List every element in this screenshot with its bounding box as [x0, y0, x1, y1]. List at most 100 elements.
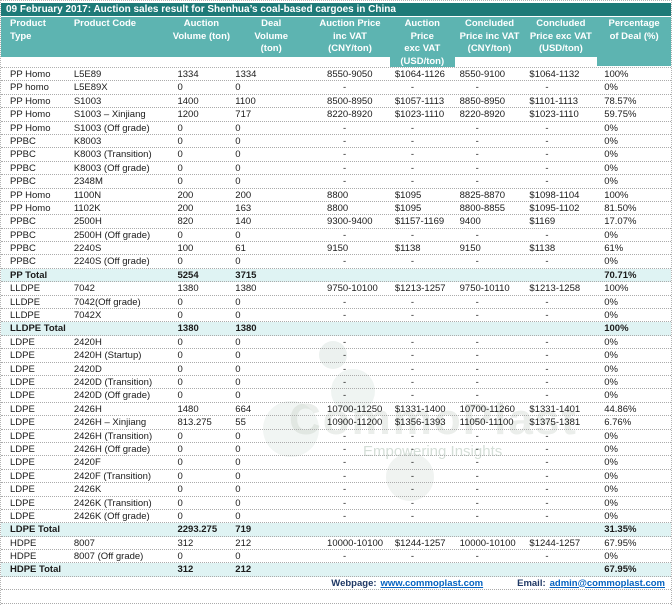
column-header: Auction Volume (ton)	[170, 17, 233, 67]
table-cell: 820	[177, 216, 194, 228]
table-cell: 11050-11100	[459, 417, 514, 429]
table-cell: $1138	[529, 243, 556, 255]
table-cell: -	[475, 376, 479, 388]
table-cell: 0	[235, 176, 241, 188]
table-cell: 0	[177, 296, 183, 308]
email-link[interactable]: admin@commoplast.com	[549, 577, 665, 589]
table-cell: LLDPE	[10, 283, 41, 295]
table-row: LDPE 2426H (Transition) 0 0 - - - - 0%	[1, 430, 671, 443]
table-cell: 2426K (Off grade)	[73, 510, 150, 522]
table-row: LLDPE 7042(Off grade) 0 0 - - - - 0%	[1, 296, 671, 310]
table-cell: LLDPE	[10, 296, 41, 308]
webpage-link[interactable]: www.commoplast.com	[380, 577, 484, 589]
table-cell: 813.275	[177, 417, 212, 429]
table-row: HDPE 8007 312 212 10000-10100 $1244-1257 10000…	[1, 537, 671, 551]
total-row: PP Total 5254 3715 70.71%	[1, 268, 671, 283]
table-cell: -	[410, 484, 415, 496]
table-cell	[455, 269, 525, 281]
table-cell: -	[475, 82, 479, 94]
table-cell: 2420D (Transition)	[73, 376, 153, 388]
table-cell: 2420H (Startup)	[73, 350, 142, 362]
table-cell: -	[343, 376, 347, 388]
table-cell: -	[545, 149, 549, 161]
table-cell: K8003 (Transition)	[73, 149, 152, 161]
table-cell: PP Homo	[10, 109, 51, 121]
table-cell: -	[545, 363, 549, 375]
table-cell: 717	[235, 109, 252, 121]
table-cell: PPBC	[10, 216, 36, 228]
table-cell: 1380	[235, 283, 257, 295]
table-cell: 0%	[604, 162, 618, 174]
table-row: LDPE 2426H – Xinjiang 813.275 55 10900-11200…	[1, 416, 671, 430]
table-cell: 2426H	[73, 403, 102, 415]
table-cell: LDPE	[10, 470, 35, 482]
table-row: LDPE 2426H 1480 664 10700-11250 $1331-1400 107…	[1, 403, 671, 417]
table-cell: -	[410, 229, 415, 241]
table-cell: -	[545, 470, 549, 482]
table-cell: 0%	[604, 484, 618, 496]
table-row: PP Homo S1003 – Xinjiang 1200 717 8220-8920 $…	[1, 108, 671, 122]
table-row: LDPE 2426K (Transition) 0 0 - - - - 0%	[1, 497, 671, 510]
table-cell	[65, 322, 171, 334]
table-cell: 1200	[177, 109, 199, 121]
table-cell: 0	[177, 229, 183, 241]
table-cell: PPBC	[10, 176, 36, 188]
table-row: PPBC 2500H (Off grade) 0 0 - - - - 0%	[1, 229, 671, 243]
table-cell: 0	[235, 430, 241, 442]
table-cell: -	[545, 376, 549, 388]
table-cell: LLDPE Total	[10, 323, 66, 335]
table-cell: 1480	[177, 403, 199, 415]
table-cell: -	[343, 162, 347, 174]
table-cell: 31.35%	[604, 524, 637, 536]
table-cell: 140	[235, 216, 252, 228]
table-cell	[65, 563, 171, 575]
table-cell: 2426K	[73, 484, 102, 496]
table-cell: 10700-11250	[327, 403, 383, 415]
table-cell: 9400	[459, 216, 481, 228]
table-row: PP Homo S1003 (Off grade) 0 0 - - - - 0%	[1, 122, 671, 135]
table-cell: $1331-1400	[394, 403, 446, 415]
table-cell: 2240S (Off grade)	[73, 256, 150, 268]
table-cell: -	[343, 82, 347, 94]
table-cell: 2240S	[73, 243, 102, 255]
table-cell: 0	[177, 470, 183, 482]
table-cell: $1057-1113	[394, 95, 445, 107]
column-header-label: Product Code	[64, 17, 171, 57]
table-cell: PP homo	[10, 82, 49, 94]
table-cell: 61%	[604, 243, 624, 255]
table-cell: -	[343, 310, 347, 322]
table-cell: -	[410, 443, 415, 455]
table-cell: 200	[177, 202, 194, 214]
table-cell: 1100	[235, 95, 256, 107]
table-cell: -	[545, 229, 549, 241]
table-cell: 0	[235, 162, 241, 174]
table-cell: 10700-11260	[459, 403, 515, 415]
table-cell: 78.57%	[604, 95, 637, 107]
table-cell: 2426H (Off grade)	[73, 443, 151, 455]
column-header: Deal Volume (ton)	[232, 17, 311, 67]
table-cell: 0	[235, 470, 241, 482]
table-cell: PP Homo	[10, 69, 51, 80]
table-cell: 10000-10100	[327, 537, 384, 549]
table-cell: -	[475, 310, 479, 322]
table-cell: 0%	[604, 443, 618, 455]
table-cell: -	[545, 497, 549, 509]
table-cell: -	[545, 82, 549, 94]
table-cell: -	[545, 457, 549, 469]
table-cell: 0	[177, 122, 183, 134]
table-cell: 8825-8870	[459, 189, 506, 201]
table-cell: S1003	[73, 95, 102, 107]
table-cell: LDPE	[10, 363, 35, 375]
table-cell: 0%	[604, 497, 618, 509]
table-cell: -	[475, 551, 479, 563]
table-row: PPBC K8003 (Off grade) 0 0 - - - - 0%	[1, 162, 671, 176]
column-header-label: Concluded Price inc VAT (CNY/ton)	[454, 17, 525, 57]
table-cell: 200	[177, 189, 194, 201]
table-cell: 0	[177, 82, 183, 94]
table-cell: 719	[235, 524, 252, 536]
table-cell: 0	[177, 363, 183, 375]
table-cell	[310, 269, 390, 281]
table-cell: 0	[235, 350, 241, 362]
table-cell: -	[475, 176, 479, 188]
table-cell: -	[545, 390, 549, 402]
